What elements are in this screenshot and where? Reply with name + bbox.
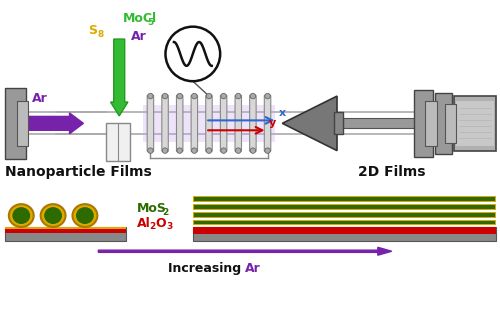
Text: S: S (88, 24, 98, 37)
Ellipse shape (72, 204, 98, 227)
Circle shape (162, 148, 168, 154)
Circle shape (206, 148, 212, 154)
Bar (334, 113, 343, 134)
Bar (194, 205, 494, 209)
Bar (194, 220, 494, 224)
Circle shape (250, 148, 256, 154)
Bar (194, 197, 494, 201)
Bar (193, 212, 496, 217)
Text: Ar: Ar (32, 92, 48, 105)
Circle shape (221, 93, 226, 99)
Circle shape (177, 93, 182, 99)
Circle shape (236, 148, 241, 154)
FancyArrow shape (28, 113, 84, 134)
FancyBboxPatch shape (206, 95, 212, 152)
Circle shape (166, 27, 220, 81)
Bar (6, 227, 126, 234)
Bar (343, 118, 438, 128)
Polygon shape (282, 96, 337, 151)
Bar (6, 227, 126, 241)
Circle shape (148, 93, 153, 99)
FancyBboxPatch shape (264, 95, 271, 152)
Bar (193, 204, 496, 210)
Text: 2: 2 (150, 222, 156, 232)
Circle shape (162, 93, 168, 99)
Text: Increasing: Increasing (168, 262, 245, 275)
Bar (18, 101, 28, 146)
Ellipse shape (44, 207, 62, 224)
Text: y: y (269, 118, 276, 128)
Bar (143, 105, 275, 142)
Ellipse shape (76, 207, 94, 224)
Text: MoS: MoS (136, 202, 166, 215)
FancyBboxPatch shape (220, 95, 227, 152)
Text: x: x (279, 108, 286, 118)
Circle shape (236, 93, 241, 99)
Bar (6, 88, 26, 159)
Bar (193, 227, 496, 235)
Bar (435, 92, 452, 154)
Text: MoCl: MoCl (123, 12, 158, 25)
FancyBboxPatch shape (162, 95, 168, 152)
Bar (454, 96, 496, 151)
Circle shape (177, 148, 182, 154)
Bar (193, 196, 496, 202)
Bar (445, 104, 456, 143)
Text: Nanoparticle Films: Nanoparticle Films (6, 165, 152, 179)
Text: 3: 3 (166, 222, 172, 232)
Bar (425, 101, 437, 146)
Ellipse shape (9, 204, 34, 227)
Text: 2: 2 (162, 208, 168, 216)
Bar (194, 213, 494, 216)
Circle shape (250, 93, 256, 99)
FancyBboxPatch shape (176, 95, 183, 152)
Text: Al: Al (136, 217, 150, 230)
Text: Ar: Ar (131, 30, 147, 43)
Bar (6, 227, 126, 229)
Bar (106, 123, 130, 160)
Text: 2D Films: 2D Films (358, 165, 426, 179)
Circle shape (206, 93, 212, 99)
Text: 8: 8 (98, 30, 104, 39)
Circle shape (192, 148, 197, 154)
Ellipse shape (12, 207, 30, 224)
Bar (456, 101, 494, 146)
FancyBboxPatch shape (235, 95, 242, 152)
FancyArrow shape (98, 247, 392, 255)
Circle shape (265, 148, 270, 154)
Circle shape (221, 148, 226, 154)
Circle shape (192, 93, 197, 99)
Bar (414, 90, 433, 157)
Circle shape (148, 148, 153, 154)
Text: Ar: Ar (245, 262, 261, 275)
Ellipse shape (40, 204, 66, 227)
FancyBboxPatch shape (147, 95, 154, 152)
Circle shape (265, 93, 270, 99)
FancyArrow shape (110, 39, 128, 116)
Bar (193, 227, 496, 241)
Bar (193, 219, 496, 225)
FancyBboxPatch shape (191, 95, 198, 152)
Text: 5: 5 (147, 18, 154, 27)
FancyBboxPatch shape (250, 95, 256, 152)
Text: O: O (156, 217, 166, 230)
